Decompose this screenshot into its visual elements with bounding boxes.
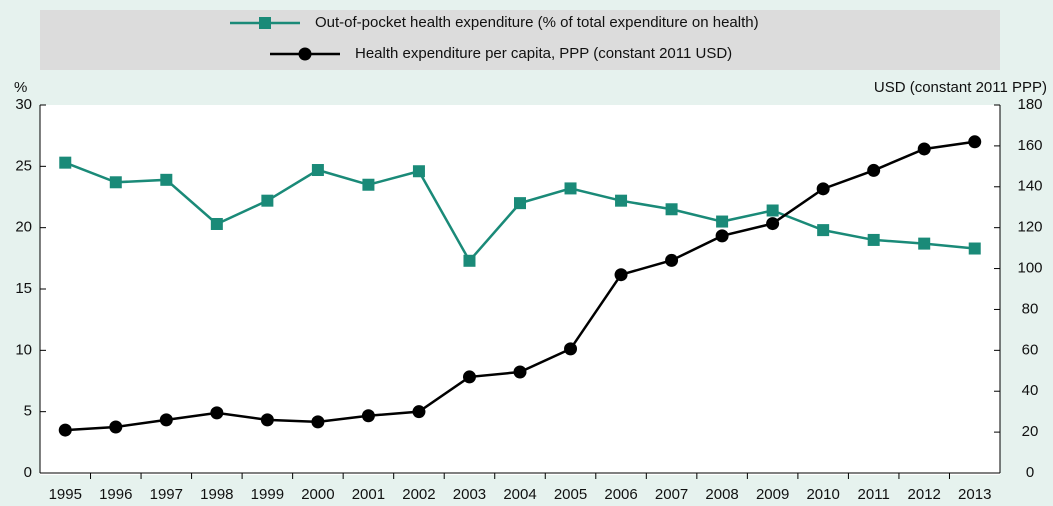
x-tick-label: 2013 [958, 486, 991, 503]
x-tick-label: 2006 [604, 486, 637, 503]
x-tick-label: 2012 [908, 486, 941, 503]
data-point [514, 197, 526, 210]
x-tick-label: 2001 [352, 486, 385, 503]
data-point [298, 47, 312, 61]
plot-area [40, 105, 1000, 475]
x-tick-label: 2011 [858, 486, 890, 503]
data-point [513, 365, 527, 379]
y-tick-label: 15 [15, 280, 32, 297]
data-point [412, 165, 425, 178]
y2-tick-label: 20 [1022, 423, 1039, 440]
x-tick-label: 1997 [150, 486, 183, 503]
data-point [716, 215, 729, 228]
y-tick-label: 20 [15, 219, 32, 236]
data-point [766, 204, 779, 217]
data-point [58, 423, 72, 437]
x-tick-label: 2000 [301, 486, 334, 503]
x-tick-label: 1996 [99, 486, 132, 503]
data-point [259, 17, 271, 29]
data-point [665, 253, 679, 267]
data-point [867, 163, 881, 177]
data-point [463, 254, 476, 267]
data-point [867, 233, 880, 246]
data-point [766, 217, 780, 231]
y2-tick-label: 60 [1022, 341, 1039, 358]
data-point [361, 409, 375, 423]
y2-tick-label: 140 [1017, 178, 1042, 195]
x-tick-label: 1998 [200, 486, 233, 503]
data-point [362, 178, 375, 191]
data-point [968, 135, 982, 149]
data-point [311, 415, 325, 429]
y-tick-label: 10 [15, 341, 32, 358]
data-point [210, 217, 223, 230]
data-point [462, 370, 476, 384]
x-tick-label: 2010 [806, 486, 839, 503]
x-tick-label: 1999 [251, 486, 284, 503]
x-tick-label: 2004 [503, 486, 536, 503]
data-point [715, 229, 729, 243]
x-tick-label: 2007 [655, 486, 688, 503]
y2-tick-label: 180 [1017, 96, 1042, 113]
data-point [564, 182, 577, 195]
data-point [159, 413, 173, 427]
y2-tick-label: 40 [1022, 382, 1039, 399]
x-tick-label: 2002 [402, 486, 435, 503]
y-tick-label: 5 [24, 403, 32, 420]
x-tick-label: 2009 [756, 486, 789, 503]
y2-tick-label: 160 [1017, 137, 1042, 154]
data-point [817, 224, 830, 237]
data-point [968, 242, 981, 255]
data-point [261, 194, 274, 207]
data-point [160, 173, 173, 186]
x-tick-label: 1995 [49, 486, 82, 503]
data-point [109, 420, 123, 434]
legend-box [40, 10, 1000, 70]
y-axis-label: % [14, 79, 27, 96]
data-point [564, 342, 578, 356]
data-point [109, 176, 122, 189]
data-point [816, 182, 830, 196]
y2-axis-label: USD (constant 2011 PPP) [874, 79, 1047, 96]
data-point [665, 203, 678, 216]
y2-tick-label: 80 [1022, 300, 1039, 317]
data-point [615, 194, 628, 207]
legend-label: Out-of-pocket health expenditure (% of t… [315, 14, 759, 31]
data-point [59, 156, 72, 169]
data-point [918, 237, 931, 250]
y-tick-label: 0 [24, 464, 32, 481]
data-point [311, 164, 324, 177]
legend-label: Health expenditure per capita, PPP (cons… [355, 45, 732, 62]
y2-tick-label: 100 [1017, 260, 1042, 277]
y-tick-label: 30 [15, 96, 32, 113]
data-point [412, 405, 426, 419]
x-tick-label: 2008 [705, 486, 738, 503]
y-tick-label: 25 [15, 157, 32, 174]
data-point [210, 406, 224, 420]
data-point [917, 142, 931, 156]
data-point [614, 268, 628, 282]
data-point [260, 413, 274, 427]
x-tick-label: 2005 [554, 486, 587, 503]
y2-tick-label: 0 [1026, 464, 1034, 481]
x-tick-label: 2003 [453, 486, 486, 503]
y2-tick-label: 120 [1017, 219, 1042, 236]
